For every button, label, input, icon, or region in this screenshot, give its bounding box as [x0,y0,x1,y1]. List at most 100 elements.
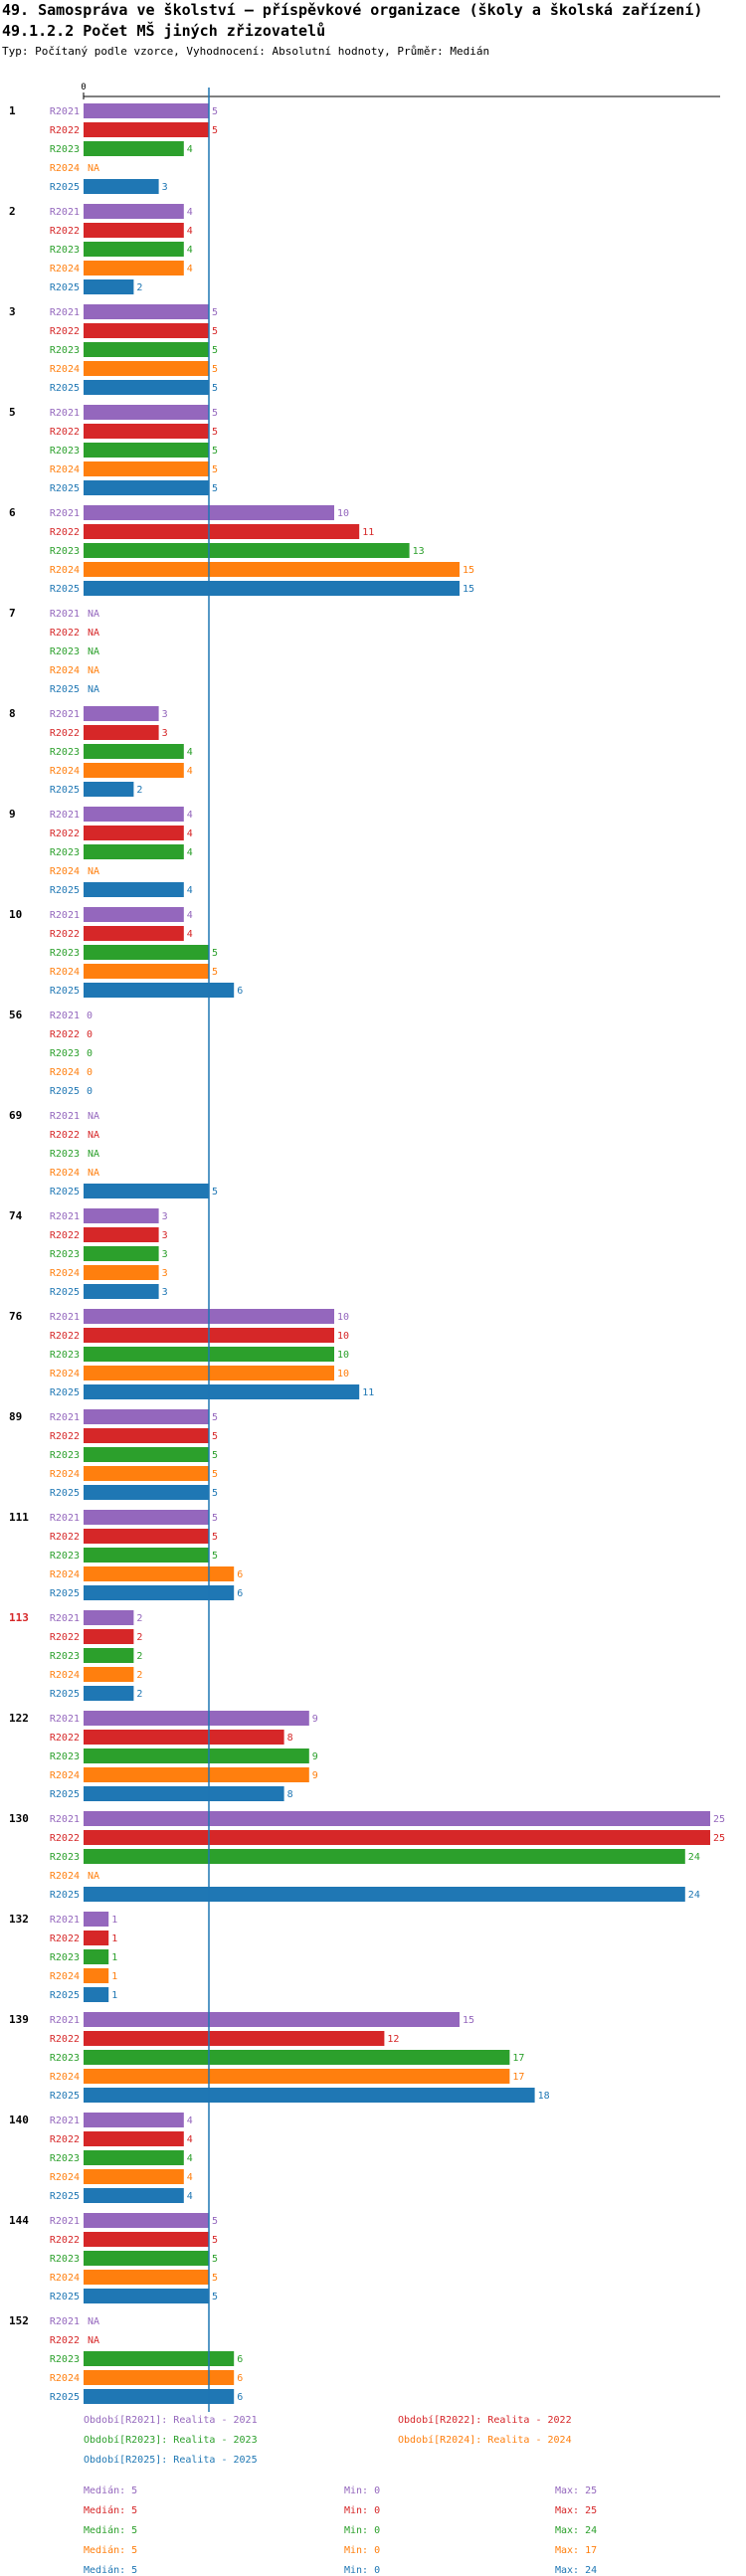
data-bar [84,103,209,118]
series-label: R2024 [50,1268,80,1279]
series-label: R2022 [50,728,80,739]
series-label: R2025 [50,885,80,896]
data-label: 5 [212,2292,218,2302]
data-label: 10 [337,1369,349,1380]
data-label: 25 [713,1814,725,1825]
series-label: R2025 [50,1488,80,1499]
legend-median: Medián: 5 [84,2565,138,2576]
legend-period-r2024: Období[R2024]: Realita - 2024 [398,2435,572,2446]
data-label: 6 [237,986,243,997]
data-label: 4 [187,207,193,218]
data-bar [84,1485,209,1500]
data-label: 10 [337,508,349,519]
data-bar [84,304,209,319]
series-label: R2024 [50,766,80,777]
data-bar [84,945,209,960]
series-label: R2022 [50,125,80,136]
data-label: 0 [87,1067,93,1078]
legend-median: Medián: 5 [84,2505,138,2516]
series-label: R2023 [50,245,80,256]
category-label: 10 [9,908,22,921]
na-label: NA [88,1168,99,1179]
data-label: 9 [312,1770,318,1781]
series-label: R2023 [50,2053,80,2064]
series-label: R2024 [50,1369,80,1380]
data-label: 11 [362,527,374,538]
data-bar [84,826,184,840]
category-label: 140 [9,2114,29,2126]
data-bar [84,983,235,998]
category-label: 152 [9,2314,29,2327]
legend-min: Min: 0 [344,2565,381,2576]
data-label: 5 [212,345,218,356]
data-label: 15 [463,565,474,576]
series-label: R2025 [50,483,80,494]
data-bar [84,543,410,558]
series-label: R2021 [50,810,80,821]
data-bar [84,2113,184,2127]
data-label: 3 [162,728,168,739]
series-label: R2022 [50,1431,80,1442]
data-label: 5 [212,2235,218,2246]
legend-max: Max: 24 [555,2525,598,2536]
na-label: NA [88,1111,99,1122]
data-label: 1 [111,1933,117,1944]
series-label: R2023 [50,1952,80,1963]
data-label: 10 [337,1350,349,1361]
series-label: R2023 [50,1249,80,1260]
category-label: 8 [9,707,16,720]
series-label: R2024 [50,1871,80,1882]
series-label: R2025 [50,182,80,193]
data-label: 4 [187,2116,193,2126]
data-label: 6 [237,1569,243,1580]
data-label: 5 [212,106,218,117]
series-label: R2023 [50,345,80,356]
data-bar [84,204,184,219]
series-label: R2025 [50,2191,80,2202]
series-label: R2021 [50,609,80,620]
data-bar [84,1510,209,1525]
data-label: 5 [212,1412,218,1423]
series-label: R2024 [50,1569,80,1580]
data-bar [84,1949,109,1964]
na-label: NA [88,163,99,174]
data-label: 4 [187,2153,193,2164]
data-label: 3 [162,1287,168,1298]
data-bar [84,1585,235,1600]
series-label: R2025 [50,684,80,695]
data-label: 5 [212,1513,218,1524]
data-bar [84,524,360,539]
data-bar [84,907,184,922]
legend-period-r2023: Období[R2023]: Realita - 2023 [84,2435,258,2446]
series-label: R2024 [50,2072,80,2083]
na-label: NA [88,609,99,620]
series-label: R2025 [50,1890,80,1901]
data-bar [84,1811,710,1826]
series-label: R2022 [50,226,80,237]
data-label: 8 [287,1733,293,1744]
data-label: 4 [187,144,193,155]
category-label: 56 [9,1009,23,1021]
data-bar [84,1265,159,1280]
data-label: 2 [136,1689,142,1700]
data-bar [84,763,184,778]
series-label: R2021 [50,1613,80,1624]
series-label: R2024 [50,464,80,475]
series-label: R2024 [50,163,80,174]
series-label: R2022 [50,1532,80,1543]
category-label: 74 [9,1209,23,1222]
series-label: R2024 [50,866,80,877]
data-bar [84,2031,385,2046]
data-bar [84,1208,159,1223]
na-label: NA [88,665,99,676]
category-label: 3 [9,305,16,318]
data-label: 0 [87,1086,93,1097]
series-label: R2021 [50,2316,80,2327]
data-bar [84,141,184,156]
data-bar [84,424,209,439]
data-bar [84,2251,209,2266]
data-label: 5 [212,307,218,318]
data-label: 5 [212,2273,218,2284]
category-label: 69 [9,1109,22,1122]
data-label: 2 [136,1670,142,1681]
